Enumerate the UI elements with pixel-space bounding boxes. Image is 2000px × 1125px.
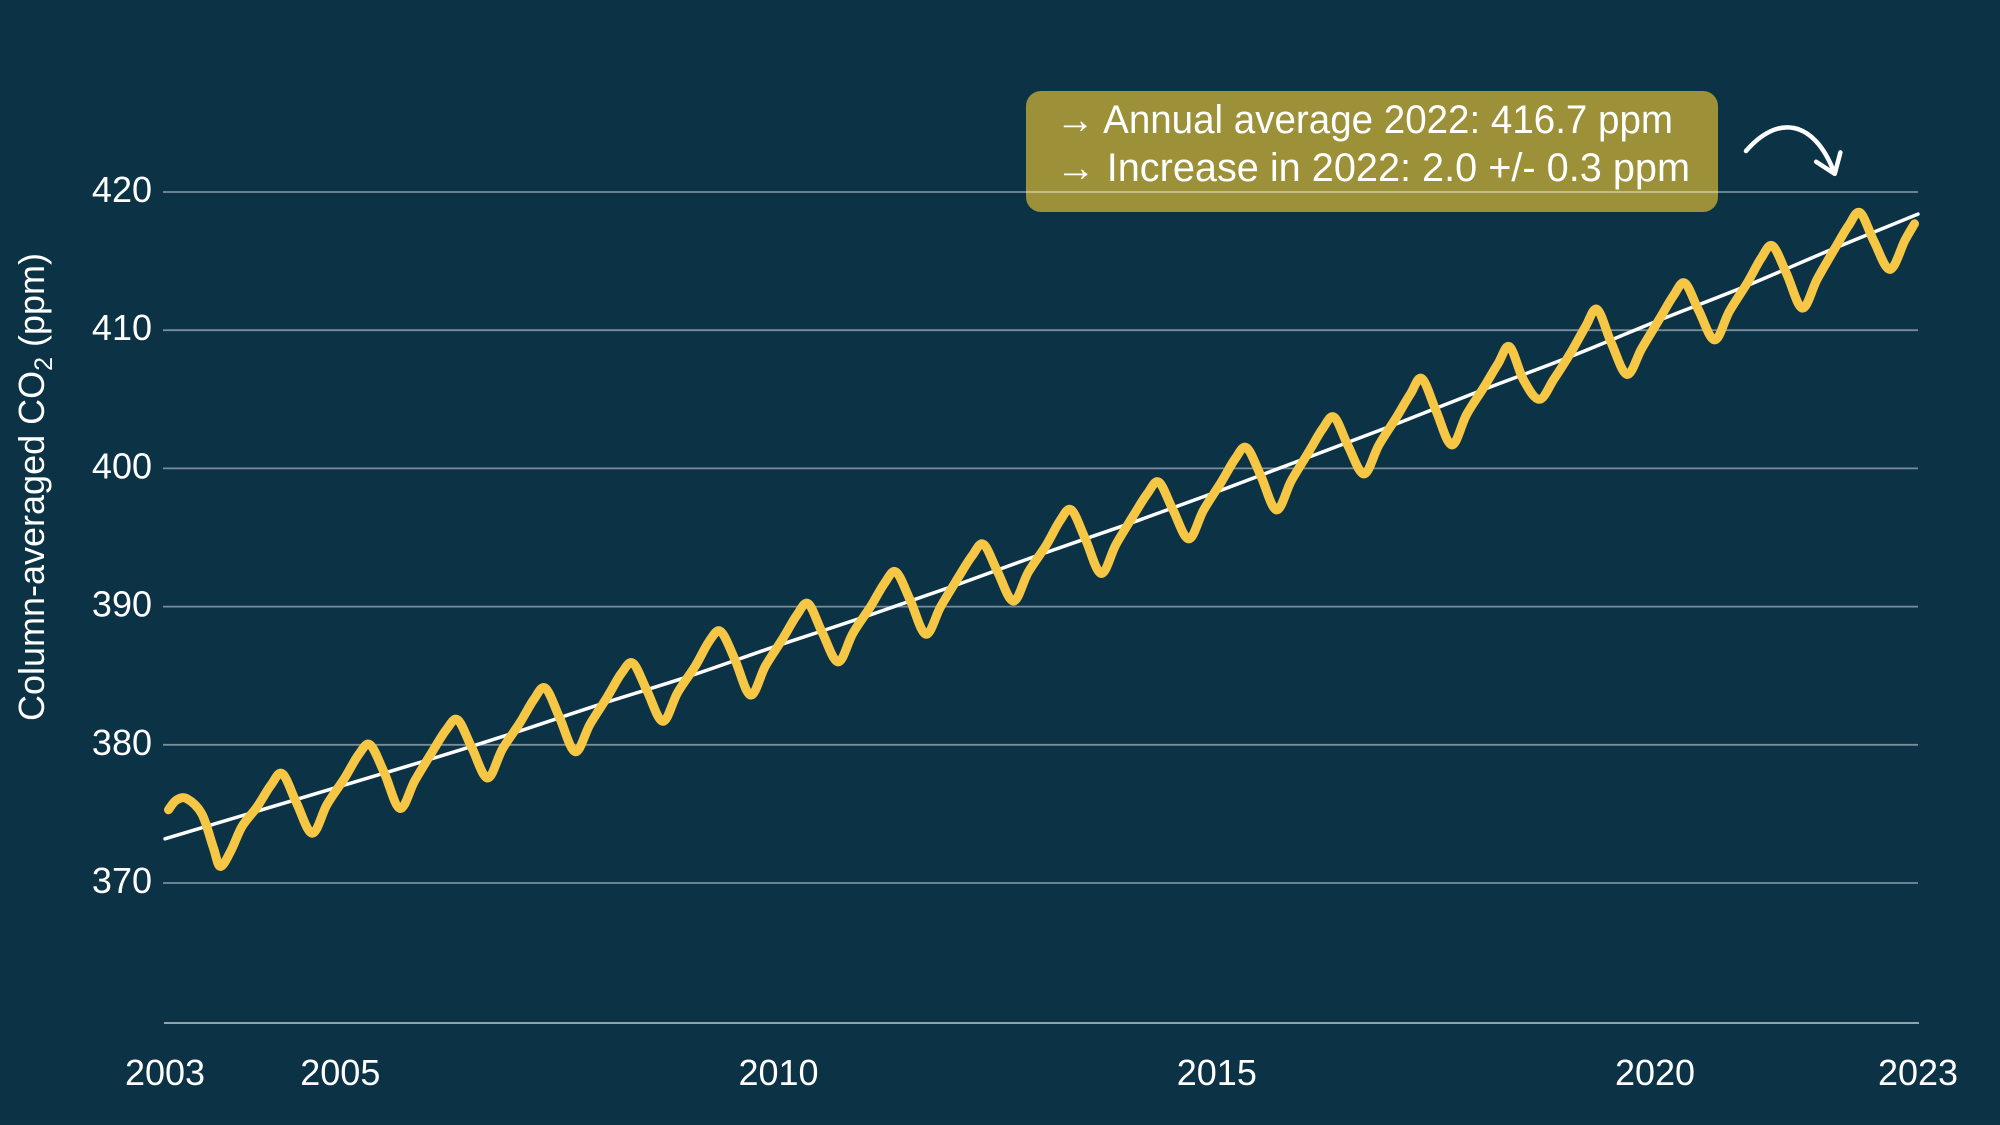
y-tick-label: 420 [92, 169, 152, 210]
gridlines [163, 191, 1918, 884]
y-tick-label: 370 [92, 860, 152, 901]
x-tick-label: 2015 [1177, 1052, 1257, 1093]
y-tick-label: 410 [92, 307, 152, 348]
x-tick-label: 2010 [738, 1052, 818, 1093]
y-tick-label: 390 [92, 584, 152, 625]
y-axis-tick-labels: 370 380 390 400 410 420 [92, 169, 152, 901]
x-tick-label: 2023 [1878, 1052, 1958, 1093]
y-axis-title: Column-averaged CO2 (ppm) [11, 253, 58, 721]
monthly-co2-line [164, 207, 1919, 871]
annotation-box [1026, 91, 1718, 212]
x-axis-tick-labels: 2003 2005 2010 2015 2020 2023 [125, 1052, 1958, 1093]
x-tick-label: 2005 [300, 1052, 380, 1093]
annotation-line1: → Annual average 2022: 416.7 ppm [1056, 98, 1673, 142]
y-tick-label: 400 [92, 445, 152, 486]
y-tick-label: 380 [92, 722, 152, 763]
x-tick-label: 2003 [125, 1052, 205, 1093]
x-tick-label: 2020 [1615, 1052, 1695, 1093]
y-axis-title-subscript: 2 [30, 357, 58, 371]
y-axis-title-unit: (ppm) [11, 253, 52, 357]
annotation-arrow-icon [1743, 125, 1843, 177]
annotation-line2: → Increase in 2022: 2.0 +/- 0.3 ppm [1056, 146, 1690, 190]
y-axis-title-main: Column-averaged CO [11, 371, 52, 721]
